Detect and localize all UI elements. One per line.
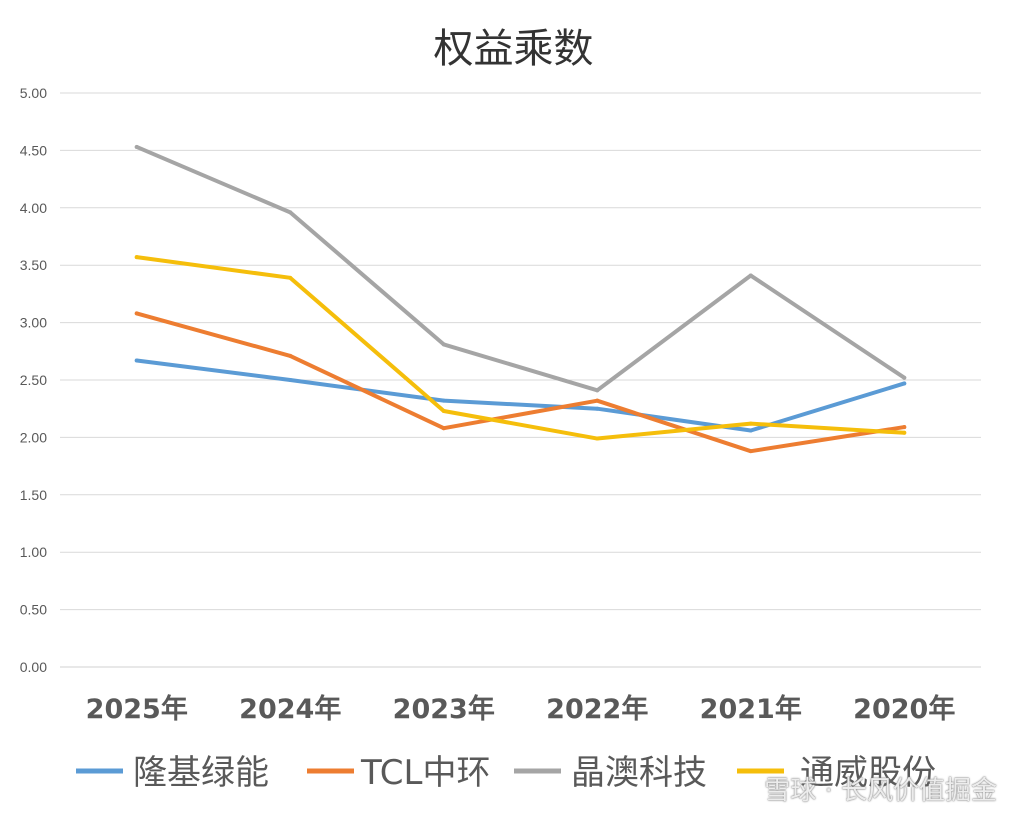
gridlines bbox=[60, 92, 981, 668]
chart-title: 权益乘数 bbox=[433, 26, 594, 72]
legend: 隆基绿能 TCL中环 晶澳科技 通威股份 bbox=[76, 753, 936, 793]
x-tick-label: 2022年 bbox=[546, 693, 648, 725]
series-line-1 bbox=[134, 311, 907, 454]
data-point bbox=[288, 378, 293, 382]
x-tick-label: 2025年 bbox=[86, 693, 188, 725]
data-point bbox=[441, 426, 446, 431]
series-line-3 bbox=[134, 255, 907, 441]
data-point bbox=[595, 406, 600, 411]
y-tick-label: 5.00 bbox=[20, 85, 47, 101]
data-point bbox=[595, 436, 600, 441]
x-tick-label: 2024年 bbox=[239, 693, 341, 725]
x-tick-label: 2021年 bbox=[700, 693, 802, 725]
y-tick-label: 4.00 bbox=[20, 200, 47, 216]
data-point bbox=[441, 342, 446, 347]
data-point bbox=[441, 408, 446, 413]
x-tick-label: 2023年 bbox=[393, 693, 495, 725]
series-lines bbox=[134, 144, 907, 454]
data-point bbox=[902, 375, 907, 380]
y-tick-label: 2.50 bbox=[20, 372, 47, 388]
data-point bbox=[134, 311, 139, 316]
x-axis-ticks: 2025年 2024年 2023年 2022年 2021年 2020年 bbox=[86, 693, 956, 725]
y-tick-label: 1.50 bbox=[20, 487, 47, 503]
data-point bbox=[134, 144, 139, 149]
data-point bbox=[134, 255, 139, 260]
y-tick-label: 2.00 bbox=[20, 429, 47, 445]
y-tick-label: 3.50 bbox=[20, 257, 47, 273]
y-tick-label: 4.50 bbox=[20, 142, 47, 158]
data-point bbox=[902, 430, 907, 435]
data-point bbox=[441, 398, 446, 403]
watermark: 雪球 · 长风价值掘金 bbox=[764, 776, 997, 806]
data-point bbox=[748, 428, 753, 433]
x-tick-label: 2020年 bbox=[853, 693, 955, 725]
series-line-0 bbox=[134, 358, 907, 433]
legend-label: TCL中环 bbox=[360, 753, 490, 793]
y-tick-label: 1.00 bbox=[20, 544, 47, 560]
series-line-2 bbox=[134, 144, 907, 393]
data-point bbox=[902, 381, 907, 386]
data-point bbox=[595, 388, 600, 393]
y-tick-label: 0.00 bbox=[20, 659, 47, 675]
data-point bbox=[595, 398, 600, 403]
y-axis-ticks: 0.00 0.50 1.00 1.50 2.00 2.50 3.00 3.50 4.00 4.50… bbox=[20, 85, 47, 675]
data-point bbox=[134, 358, 139, 363]
data-point bbox=[748, 273, 753, 278]
data-point bbox=[288, 275, 293, 280]
data-point bbox=[748, 449, 753, 454]
data-point bbox=[288, 353, 293, 358]
legend-label: 晶澳科技 bbox=[571, 753, 707, 793]
data-point bbox=[748, 421, 753, 426]
y-tick-label: 3.00 bbox=[20, 315, 47, 331]
y-tick-label: 0.50 bbox=[20, 602, 47, 618]
legend-label: 通威股份 bbox=[800, 753, 936, 793]
data-point bbox=[902, 425, 907, 430]
legend-label: 隆基绿能 bbox=[133, 753, 269, 793]
data-point bbox=[288, 210, 293, 215]
